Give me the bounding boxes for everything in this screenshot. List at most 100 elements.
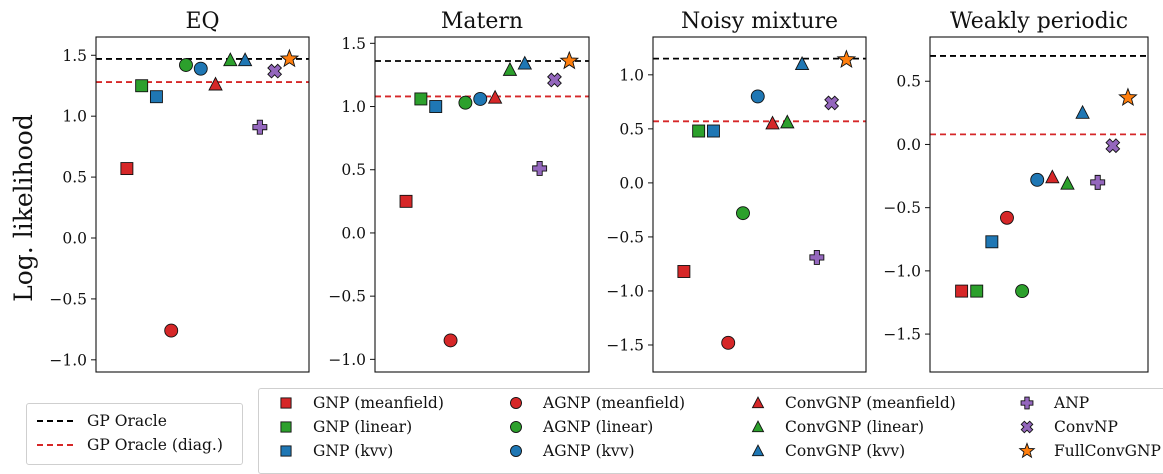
point-agnp-meanfield (443, 333, 458, 348)
point-agnp-meanfield (1000, 210, 1014, 225)
panel-eq: EQ −1.0 −0.5 0.0 0.5 1.0 1.5 (49, 9, 310, 373)
y-tick-label: 1.0 (62, 108, 87, 126)
point-convgnp-linear (223, 52, 238, 67)
point-agnp-linear (179, 58, 193, 72)
y-tick-label: 1.5 (341, 35, 366, 53)
panel-noisy-mixture: Noisy mixture −1.5 −1.0 −0.5 0.0 0.5 1.0 (606, 9, 867, 373)
point-agnp-meanfield (164, 323, 179, 338)
legend-entry-fullconvgnp: FullConvGNP (1014, 442, 1161, 460)
y-tick-label: 1.5 (62, 47, 87, 65)
panel-title: EQ (185, 9, 219, 34)
circle-icon (510, 397, 522, 409)
point-fullconvgnp (1118, 87, 1138, 106)
legend-label: GNP (meanfield) (313, 394, 444, 412)
y-tick-label: 0.5 (341, 161, 366, 179)
point-convgnp-linear (1060, 175, 1075, 190)
panel-title: Matern (441, 9, 523, 34)
square-icon (280, 397, 292, 409)
point-agnp-linear (736, 206, 750, 221)
legend-label: GP Oracle (diag.) (87, 436, 223, 454)
point-convgnp-kvv (237, 52, 253, 67)
legend-marker-swatch (745, 442, 771, 460)
legend-entry-anp: ANP (1014, 394, 1089, 412)
point-gnp-kvv (149, 90, 163, 104)
triangle-icon (751, 420, 765, 433)
point-gnp-kvv (706, 124, 720, 138)
star-icon (1018, 442, 1036, 459)
legend-label: GP Oracle (87, 412, 167, 430)
legend-marker-swatch (503, 418, 529, 436)
y-tick-label: −1.0 (883, 262, 921, 280)
circle-icon (510, 445, 522, 457)
square-icon (280, 421, 292, 433)
point-convgnp-meanfield (487, 89, 503, 104)
legend-entry-agnp-linear: AGNP (linear) (503, 418, 653, 436)
y-tick-label: −0.5 (606, 228, 644, 246)
plus-icon (1020, 396, 1034, 410)
point-convgnp-kvv (1075, 104, 1090, 119)
legend-marker-swatch (1014, 442, 1040, 460)
circle-icon (510, 421, 522, 433)
y-tick-label: −0.5 (49, 290, 87, 308)
point-anp (252, 119, 268, 135)
legend-label: ConvNP (1054, 418, 1118, 436)
legend-marker-swatch (503, 394, 529, 412)
point-anp (1090, 174, 1106, 190)
legend-entry-gnp-meanfield: GNP (meanfield) (273, 394, 444, 412)
legend-entry-convnp: ConvNP (1014, 418, 1118, 436)
point-gnp-linear (135, 79, 149, 93)
legend-entry-gnp-linear: GNP (linear) (273, 418, 412, 436)
y-tick-label: 0.0 (619, 174, 644, 192)
y-tick-label: 0.5 (619, 120, 644, 138)
y-tick-label: 0.0 (896, 136, 921, 154)
y-tick-label: −1.0 (328, 351, 366, 369)
point-gnp-meanfield (120, 162, 134, 176)
y-tick-label: 0.5 (62, 169, 87, 187)
point-agnp-kvv (1030, 172, 1045, 187)
y-tick-label: 1.0 (619, 66, 644, 84)
legend-line-swatch (37, 444, 73, 446)
point-fullconvgnp (559, 50, 580, 70)
plot-area (929, 36, 1149, 373)
y-axis-label: Log. likelihood (9, 114, 38, 302)
panel-matern: Matern −1.0 −0.5 0.0 0.5 1.0 1.5 (328, 9, 590, 373)
legend-line-swatch (37, 420, 73, 422)
y-tick-label: 0.0 (62, 230, 87, 248)
legend-entry-convgnp-meanfield: ConvGNP (meanfield) (745, 394, 956, 412)
point-agnp-kvv (473, 91, 488, 106)
square-icon (280, 445, 292, 457)
plot-area (652, 36, 867, 373)
point-convgnp-kvv (517, 55, 533, 70)
point-convgnp-meanfield (1045, 169, 1060, 184)
legend-marker-swatch (273, 442, 299, 460)
legend-label: ANP (1054, 394, 1090, 412)
legend-entry-agnp-meanfield: AGNP (meanfield) (503, 394, 685, 412)
legend-marker-swatch (273, 418, 299, 436)
legend-entry-convgnp-linear: ConvGNP (linear) (745, 418, 924, 436)
point-agnp-kvv (193, 61, 208, 76)
point-anp (532, 161, 548, 176)
legend-label: GNP (linear) (313, 418, 413, 436)
legend-label: ConvGNP (linear) (785, 418, 925, 436)
point-gnp-meanfield (955, 284, 969, 298)
point-gnp-linear (970, 284, 984, 298)
x-icon (1020, 420, 1034, 434)
panel-title: Weakly periodic (950, 9, 1128, 34)
point-convgnp-meanfield (765, 115, 780, 130)
legend-label: GNP (kvv) (313, 442, 394, 460)
point-convnp (267, 63, 283, 79)
point-anp (809, 250, 825, 265)
y-tick-label: −1.5 (606, 336, 644, 354)
point-gnp-meanfield (677, 265, 691, 278)
y-tick-label: −0.5 (883, 199, 921, 217)
plot-area (374, 36, 590, 373)
legend-entry-convgnp-kvv: ConvGNP (kvv) (745, 442, 905, 460)
point-convnp (1105, 138, 1121, 154)
legend-marker-swatch (745, 394, 771, 412)
point-gnp-meanfield (399, 194, 413, 208)
legend-label: ConvGNP (meanfield) (785, 394, 956, 412)
y-tick-label: 0.0 (341, 224, 366, 242)
point-convnp (824, 95, 840, 111)
legend-label: FullConvGNP (1054, 442, 1161, 460)
legend-entry-gp-oracle: GP Oracle (37, 412, 167, 430)
